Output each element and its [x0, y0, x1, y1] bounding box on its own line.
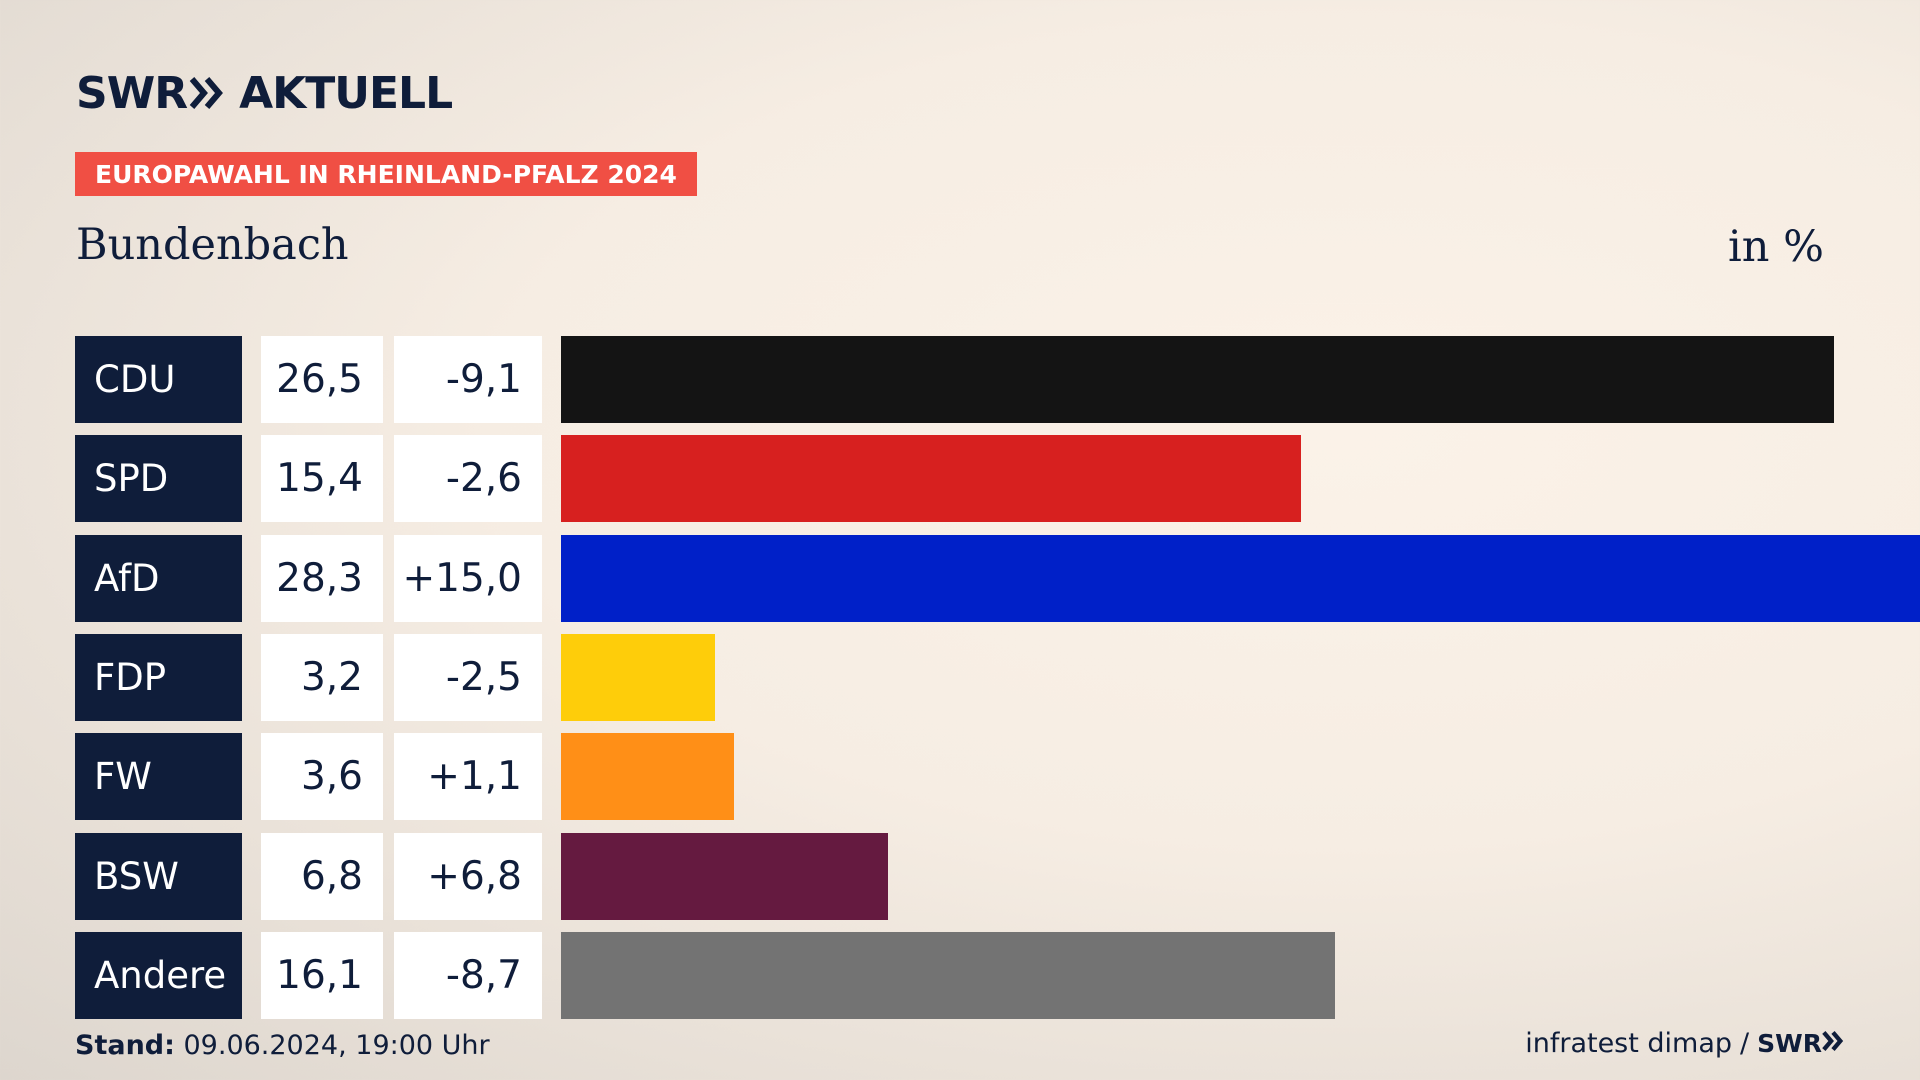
- party-label: Andere: [75, 931, 242, 1019]
- vote-share-value: 15,4: [261, 435, 383, 523]
- result-row-fdp: FDP 3,2 -2,5: [75, 633, 1845, 721]
- footer-swr-text: SWR: [1757, 1029, 1822, 1058]
- logo-aktuell-text: AKTUELL: [239, 67, 453, 119]
- unit-label: in %: [1728, 222, 1824, 272]
- footer-chevron-icon: [1822, 1028, 1844, 1059]
- vote-share-value: 3,2: [261, 633, 383, 721]
- source-credit: infratest dimap / SWR: [1525, 1028, 1844, 1059]
- election-badge: EUROPAWAHL IN RHEINLAND-PFALZ 2024: [75, 152, 697, 196]
- party-label: SPD: [75, 435, 242, 523]
- change-value: -9,1: [394, 336, 542, 423]
- vote-share-value: 16,1: [261, 931, 383, 1019]
- party-label: AfD: [75, 534, 242, 622]
- logo-swr-text: SWR: [76, 67, 188, 119]
- double-chevron-icon: [189, 75, 225, 111]
- vote-share-value: 6,8: [261, 832, 383, 920]
- source-text: infratest dimap: [1525, 1028, 1733, 1059]
- result-row-fw: FW 3,6 +1,1: [75, 733, 1845, 821]
- result-bar: [561, 336, 1834, 423]
- stand-label: Stand:: [75, 1030, 175, 1061]
- vote-share-value: 3,6: [261, 733, 383, 821]
- result-row-andere: Andere 16,1 -8,7: [75, 931, 1845, 1019]
- location-title: Bundenbach: [76, 220, 349, 270]
- result-row-spd: SPD 15,4 -2,6: [75, 435, 1845, 523]
- stand-value: 09.06.2024, 19:00 Uhr: [174, 1030, 490, 1061]
- result-bar: [561, 832, 888, 920]
- party-label: CDU: [75, 336, 242, 423]
- result-row-bsw: BSW 6,8 +6,8: [75, 832, 1845, 920]
- change-value: +15,0: [394, 534, 542, 622]
- result-bar: [561, 733, 734, 821]
- change-value: +1,1: [394, 733, 542, 821]
- vote-share-value: 28,3: [261, 534, 383, 622]
- result-bar: [561, 534, 1920, 622]
- change-value: +6,8: [394, 832, 542, 920]
- change-value: -2,6: [394, 435, 542, 523]
- party-label: FW: [75, 733, 242, 821]
- swr-aktuell-logo: SWR AKTUELL: [76, 66, 453, 120]
- change-value: -2,5: [394, 633, 542, 721]
- party-label: FDP: [75, 633, 242, 721]
- timestamp: Stand: 09.06.2024, 19:00 Uhr: [75, 1030, 490, 1061]
- party-label: BSW: [75, 832, 242, 920]
- result-bar: [561, 931, 1335, 1019]
- result-row-afd: AfD 28,3 +15,0: [75, 534, 1920, 622]
- change-value: -8,7: [394, 931, 542, 1019]
- vote-share-value: 26,5: [261, 336, 383, 423]
- result-bar: [561, 435, 1301, 523]
- source-separator: /: [1740, 1028, 1750, 1059]
- result-bar: [561, 633, 715, 721]
- result-row-cdu: CDU 26,5 -9,1: [75, 336, 1845, 423]
